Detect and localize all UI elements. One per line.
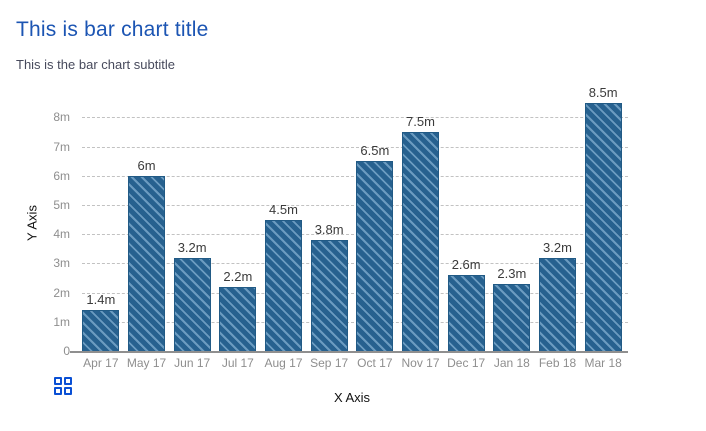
bar-may-17[interactable] bbox=[128, 176, 165, 351]
x-tick-label: Feb 18 bbox=[538, 356, 577, 370]
bar-jan-18[interactable] bbox=[493, 284, 530, 351]
bar-oct-17[interactable] bbox=[356, 161, 393, 351]
y-tick-label: 6m bbox=[53, 168, 70, 183]
y-tick-label: 5m bbox=[53, 197, 70, 212]
gridline bbox=[82, 263, 628, 265]
bar-value-label: 1.4m bbox=[86, 292, 116, 307]
x-tick-label: Oct 17 bbox=[357, 356, 393, 370]
x-tick-label: Mar 18 bbox=[584, 356, 622, 370]
bar-value-label: 3.8m bbox=[314, 222, 344, 237]
grid-icon bbox=[54, 377, 72, 395]
bar-value-label: 2.6m bbox=[451, 257, 481, 272]
x-tick-label: Sep 17 bbox=[310, 356, 349, 370]
y-tick-label: 3m bbox=[53, 256, 70, 271]
bar-value-label: 8.5m bbox=[588, 85, 618, 100]
bar-value-label: 3.2m bbox=[177, 240, 207, 255]
plot-area: Y Axis X Axis 0 1m 2m 3m 4m 5m 6m 7m 8m 1.4m Apr 1… bbox=[25, 85, 628, 405]
chart-subtitle: This is the bar chart subtitle bbox=[16, 57, 175, 72]
chart-menu-button[interactable] bbox=[54, 377, 76, 399]
y-tick-label: 7m bbox=[53, 139, 70, 154]
x-tick-label: Apr 17 bbox=[83, 356, 119, 370]
gridline bbox=[82, 321, 628, 323]
x-axis-line bbox=[70, 351, 628, 353]
x-tick-label: Dec 17 bbox=[447, 356, 486, 370]
bar-value-label: 3.2m bbox=[543, 240, 572, 255]
y-tick-label: 1m bbox=[53, 314, 70, 329]
x-tick-label: Jan 18 bbox=[493, 356, 530, 370]
y-tick-label: 0 bbox=[63, 344, 70, 358]
bar-value-label: 6m bbox=[137, 158, 156, 173]
bar-apr-17[interactable] bbox=[82, 310, 119, 351]
x-tick-label: Aug 17 bbox=[264, 356, 303, 370]
bar-nov-17[interactable] bbox=[402, 132, 439, 351]
bar-value-label: 6.5m bbox=[360, 143, 390, 158]
y-tick-label: 4m bbox=[53, 227, 70, 242]
x-tick-label: Nov 17 bbox=[401, 356, 440, 370]
gridline bbox=[82, 117, 628, 119]
x-tick-label: Jun 17 bbox=[174, 356, 211, 370]
bar-value-label: 2.3m bbox=[497, 266, 527, 281]
bar-aug-17[interactable] bbox=[265, 220, 302, 351]
chart-title: This is bar chart title bbox=[16, 18, 209, 41]
x-tick-label: Jul 17 bbox=[221, 356, 254, 370]
gridline bbox=[82, 146, 628, 148]
gridline bbox=[82, 234, 628, 236]
bar-jun-17[interactable] bbox=[174, 258, 211, 351]
gridline bbox=[82, 175, 628, 177]
gridline bbox=[82, 292, 628, 294]
gridline bbox=[82, 204, 628, 206]
bar-sep-17[interactable] bbox=[311, 240, 348, 351]
y-tick-label: 8m bbox=[53, 110, 70, 125]
y-tick-label: 2m bbox=[53, 285, 70, 300]
bar-feb-18[interactable] bbox=[539, 258, 576, 351]
bar-value-label: 2.2m bbox=[223, 269, 253, 284]
x-axis-title: X Axis bbox=[333, 390, 371, 405]
x-tick-label: May 17 bbox=[126, 356, 167, 370]
bar-value-label: 7.5m bbox=[406, 114, 435, 129]
bar-mar-18[interactable] bbox=[585, 103, 622, 351]
bar-jul-17[interactable] bbox=[219, 287, 256, 351]
bar-value-label: 4.5m bbox=[269, 202, 298, 217]
bar-dec-17[interactable] bbox=[448, 275, 485, 351]
